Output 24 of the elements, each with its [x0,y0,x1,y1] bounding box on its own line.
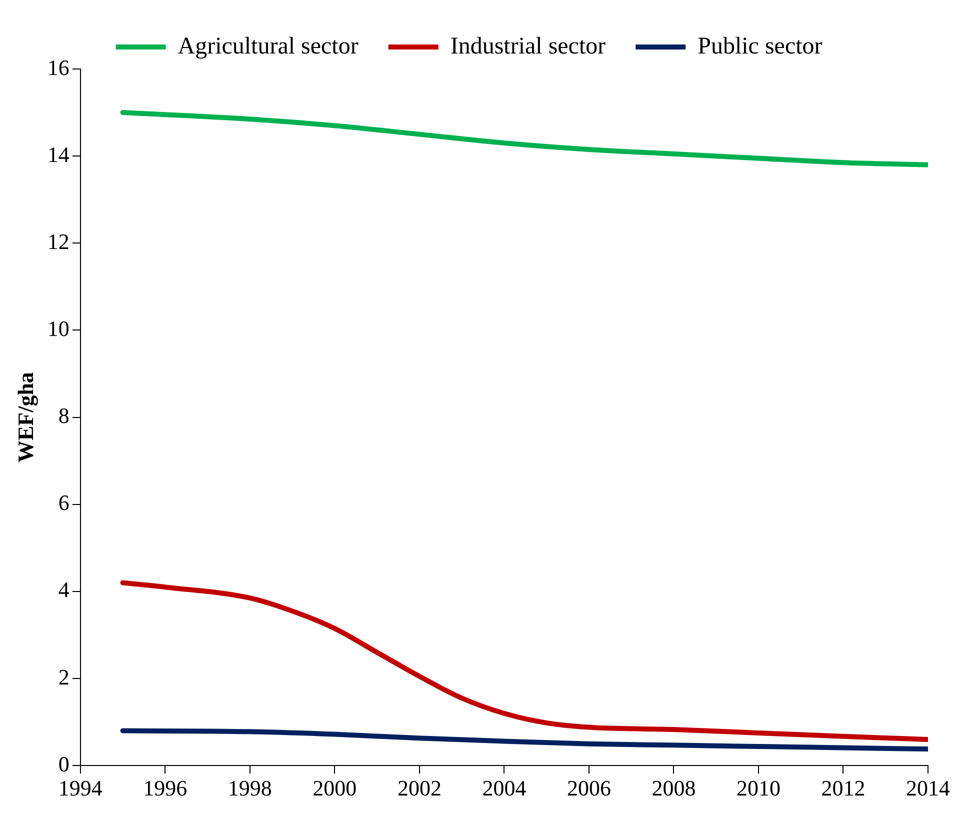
legend-label: Industrial sector [450,33,606,60]
y-tick-label: 0 [58,751,70,776]
y-tick-label: 14 [47,142,70,167]
x-tick-label: 1998 [228,776,272,801]
x-tick-label: 2014 [906,776,950,801]
x-tick-label: 2012 [821,776,866,801]
x-tick-label: 2002 [397,776,442,801]
x-tick-label: 2000 [312,776,357,801]
y-tick-label: 8 [58,403,70,428]
x-tick-label: 1996 [143,776,188,801]
legend-label: Agricultural sector [178,33,358,60]
legend-label: Public sector [698,33,822,60]
y-tick-label: 12 [47,228,70,254]
x-tick-label: 2004 [482,776,526,801]
y-tick-label: 10 [47,316,70,342]
y-axis-title: WEF/gha [12,372,38,463]
x-tick-label: 2006 [566,776,611,801]
y-tick-label: 16 [47,54,70,80]
y-tick-label: 4 [58,577,70,602]
x-tick-label: 1994 [58,776,102,801]
x-tick-label: 2010 [736,776,780,801]
y-tick-label: 2 [58,664,70,690]
y-tick-label: 6 [58,490,70,516]
x-tick-label: 2008 [652,776,696,801]
